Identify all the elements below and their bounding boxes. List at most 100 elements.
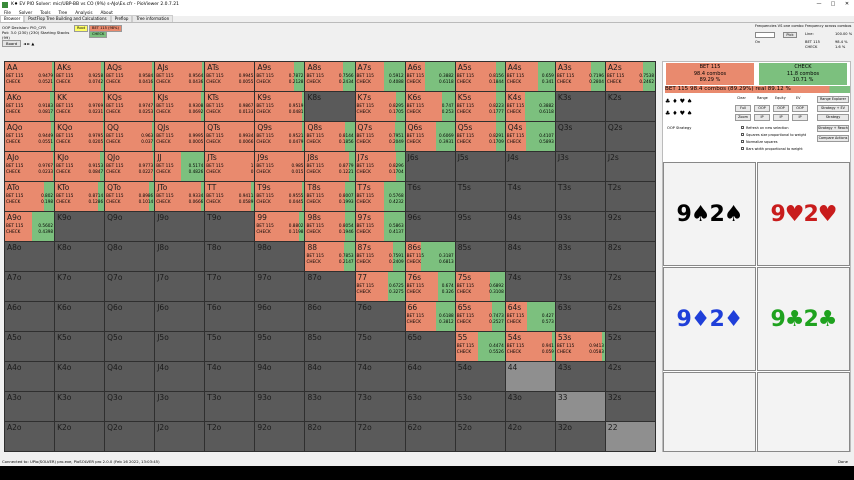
hand-cell[interactable]: AJs BET 115 0.9564 CHECK 0.0436 [155,62,205,91]
hand-cell[interactable]: JTo BET 115 0.9334 CHECK 0.0666 [155,182,205,211]
hand-cell[interactable]: T5o [205,332,255,361]
hand-cell[interactable]: 52o [455,422,505,451]
hand-cell[interactable]: J7o [155,272,205,301]
hand-cell[interactable]: 64s BET 115 0.427 CHECK 0.573 [505,302,555,331]
hand-cell[interactable]: A5s BET 115 0.8156 CHECK 0.1844 [455,62,505,91]
hand-cell[interactable]: 85s [455,242,505,271]
hand-cell[interactable]: J8s BET 115 0.8779 CHECK 0.1221 [305,152,355,181]
hand-cell[interactable]: 98s BET 115 0.8054 CHECK 0.1946 [305,212,355,241]
hand-cell[interactable]: J3o [155,392,205,421]
tab-browser[interactable]: Browser [0,15,25,22]
hand-cell[interactable]: 66 BET 115 0.6188 CHECK 0.3812 [405,302,455,331]
hand-cell[interactable]: K4s BET 115 0.3882 CHECK 0.6118 [505,92,555,121]
hand-cell[interactable]: K6s BET 115 0.747 CHECK 0.253 [405,92,455,121]
hand-cell[interactable]: 43o [505,392,555,421]
hand-cell[interactable]: Q7s BET 115 0.7951 CHECK 0.2049 [355,122,405,151]
menu-about[interactable]: About [100,10,113,15]
hand-cell[interactable]: 42s [605,362,655,391]
hand-cell[interactable]: T9s BET 115 0.9555 CHECK 0.0445 [255,182,305,211]
hand-cell[interactable]: J6o [155,302,205,331]
suit-combo-hearts[interactable]: 9♥2♥ [757,162,850,266]
hand-cell[interactable]: 72o [355,422,405,451]
hand-cell[interactable]: 22 [605,422,655,451]
hand-cell[interactable]: A8o [5,242,55,271]
hand-cell[interactable]: K7s BET 115 0.8295 CHECK 0.1705 [355,92,405,121]
hand-cell[interactable]: 88 BET 115 0.7853 CHECK 0.2147 [305,242,355,271]
hand-cell[interactable]: K8o [55,242,105,271]
hand-cell[interactable]: 63s [555,302,605,331]
hand-cell[interactable]: 74o [355,362,405,391]
hand-cell[interactable]: J5o [155,332,205,361]
hand-cell[interactable]: A4o [5,362,55,391]
hand-cell[interactable]: 55 BET 115 0.4474 CHECK 0.5526 [455,332,505,361]
hand-cell[interactable]: 53s BET 115 0.9413 CHECK 0.0583 [555,332,605,361]
menu-file[interactable]: File [4,10,12,15]
hand-cell[interactable]: A9s BET 115 0.7872 CHECK 0.2128 [255,62,305,91]
hand-cell[interactable]: AQo BET 115 0.9449 CHECK 0.0551 [5,122,55,151]
hand-cell[interactable]: 44 [505,362,555,391]
hand-cell[interactable]: J4o [155,362,205,391]
hand-cell[interactable]: 77 BET 115 0.6725 CHECK 0.3275 [355,272,405,301]
root-label[interactable]: Root [74,25,89,32]
check-node-label[interactable]: CHECK [89,31,108,38]
range-explorer-button[interactable]: Range Explorer [817,96,849,103]
hand-cell[interactable]: 43s [555,362,605,391]
hand-cell[interactable]: QTo BET 115 0.8986 CHECK 0.1014 [105,182,155,211]
hand-cell[interactable]: J9o [155,212,205,241]
hand-cell[interactable]: T6o [205,302,255,331]
hand-cell[interactable]: 99 BET 115 0.8802 CHECK 0.1198 [255,212,305,241]
hand-cell[interactable]: 95s [455,212,505,241]
hand-cell[interactable]: 32s [605,392,655,421]
hand-cell[interactable]: JJ BET 115 0.5174 CHECK 0.4826 [155,152,205,181]
hand-cell[interactable]: J3s [555,152,605,181]
hand-cell[interactable]: Q3s [555,122,605,151]
hand-cell[interactable]: 94o [255,362,305,391]
hand-cell[interactable]: 82o [305,422,355,451]
hand-cell[interactable]: Q9o [105,212,155,241]
hand-cell[interactable]: K3s [555,92,605,121]
menu-tree[interactable]: Tree [58,10,68,15]
range-ip-button[interactable]: IP [754,114,770,121]
hand-cell[interactable]: Q9s BET 115 0.9521 CHECK 0.0479 [255,122,305,151]
equity-ip-button[interactable]: IP [773,114,789,121]
equity-oop-button[interactable]: OOP [773,105,789,112]
hand-cell[interactable]: A6o [5,302,55,331]
hand-cell[interactable]: A7o [5,272,55,301]
hand-cell[interactable]: 92s [605,212,655,241]
combo-input[interactable] [755,32,775,38]
hand-cell[interactable]: KQo BET 115 0.9795 CHECK 0.0205 [55,122,105,151]
hand-cell[interactable]: KTs BET 115 0.9867 CHECK 0.0133 [205,92,255,121]
hand-cell[interactable]: 98o [255,242,305,271]
hand-cell[interactable]: 76s BET 115 0.674 CHECK 0.326 [405,272,455,301]
hand-cell[interactable]: T6s [405,182,455,211]
hand-cell[interactable]: K3o [55,392,105,421]
hand-cell[interactable]: 84s [505,242,555,271]
hand-cell[interactable]: Q8o [105,242,155,271]
hand-cell[interactable]: 94s [505,212,555,241]
maximize-button[interactable]: □ [830,1,836,7]
hand-cell[interactable]: 65s BET 115 0.7473 CHECK 0.2527 [455,302,505,331]
hand-cell[interactable]: 96o [255,302,305,331]
menu-analysis[interactable]: Analysis [75,10,93,15]
hand-cell[interactable]: 53o [455,392,505,421]
hand-cell[interactable]: 87o [305,272,355,301]
hand-cell[interactable]: Q4o [105,362,155,391]
hand-cell[interactable]: KQs BET 115 0.9747 CHECK 0.0253 [105,92,155,121]
hand-cell[interactable]: KK BET 115 0.9769 CHECK 0.0231 [55,92,105,121]
full-button[interactable]: Full [735,105,751,112]
strategy-ev-button[interactable]: Strategy + EV [817,105,849,112]
hand-cell[interactable]: 62s [605,302,655,331]
hand-cell[interactable]: A3o [5,392,55,421]
range-oop-button[interactable]: OOP [754,105,770,112]
hand-cell[interactable]: ATo BET 115 0.802 CHECK 0.198 [5,182,55,211]
hand-cell[interactable]: K2s [605,92,655,121]
hand-cell[interactable]: 86s BET 115 0.3187 CHECK 0.6813 [405,242,455,271]
hand-cell[interactable]: T5s [455,182,505,211]
hand-cell[interactable]: 65o [405,332,455,361]
hand-cell[interactable]: Q4s BET 115 0.4107 CHECK 0.5893 [505,122,555,151]
hand-cell[interactable]: A8s BET 115 0.7566 CHECK 0.2434 [305,62,355,91]
hand-cell[interactable]: ATs BET 115 0.9945 CHECK 0.0055 [205,62,255,91]
hand-cell[interactable]: T3o [205,392,255,421]
minimize-button[interactable]: — [816,1,822,7]
hand-cell[interactable]: 83s [555,242,605,271]
